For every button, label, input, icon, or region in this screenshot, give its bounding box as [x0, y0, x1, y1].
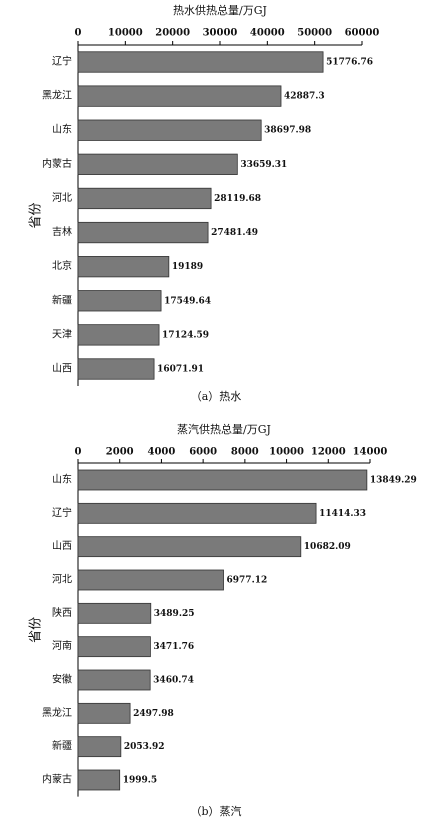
- x-tick-label: 6000: [189, 447, 217, 458]
- value-label: 3471.76: [153, 642, 194, 652]
- bar: [77, 502, 317, 524]
- bar: [77, 736, 122, 758]
- y-tick-label: 山东: [52, 123, 72, 136]
- y-tick-label: 辽宁: [52, 506, 72, 519]
- value-label: 33659.31: [240, 160, 287, 170]
- y-tick-label: 山西: [52, 540, 72, 552]
- y-tick-label: 黑龙江: [42, 89, 72, 102]
- y-axis-label: 省份: [29, 203, 44, 229]
- y-tick-label: 辽宁: [52, 55, 72, 68]
- bar: [77, 536, 302, 558]
- bar: [77, 636, 151, 658]
- bar: [77, 153, 238, 175]
- value-label: 42887.3: [284, 92, 325, 102]
- value-label: 2053.92: [124, 742, 165, 752]
- value-label: 28119.68: [214, 194, 261, 204]
- y-tick-label: 北京: [52, 259, 72, 272]
- value-label: 6977.12: [227, 576, 268, 586]
- x-tick-label: 14000: [353, 447, 388, 458]
- bar: [77, 187, 212, 210]
- x-tick-label: 12000: [311, 447, 346, 458]
- bar: [77, 669, 151, 691]
- y-axis-label: 省份: [29, 617, 44, 643]
- x-tick-label: 10000: [269, 447, 304, 458]
- y-tick-label: 陕西: [52, 606, 72, 619]
- bar: [77, 702, 131, 724]
- x-tick-label: 60000: [345, 28, 380, 39]
- value-label: 27481.49: [211, 228, 258, 238]
- bar: [77, 569, 224, 591]
- value-label: 1999.5: [123, 776, 157, 786]
- x-tick-label: 40000: [250, 28, 285, 39]
- x-tick-label: 8000: [231, 447, 259, 458]
- bar: [77, 119, 262, 141]
- y-tick-label: 河北: [52, 574, 72, 586]
- value-label: 19189: [172, 262, 203, 272]
- x-tick-label: 20000: [155, 28, 190, 39]
- bar: [77, 51, 324, 73]
- value-label: 3489.25: [154, 609, 195, 619]
- y-tick-label: 内蒙古: [42, 773, 72, 786]
- bar: [77, 469, 368, 491]
- value-label: 17124.59: [162, 330, 209, 340]
- x-tick-label: 50000: [297, 28, 332, 39]
- bar: [77, 221, 209, 244]
- bar: [77, 324, 160, 346]
- y-tick-label: 山东: [52, 473, 72, 486]
- y-tick-label: 河北: [52, 192, 72, 204]
- y-tick-label: 新疆: [52, 739, 72, 752]
- x-tick-label: 2000: [106, 447, 134, 458]
- x-tick-label: 0: [75, 28, 82, 39]
- bar: [77, 358, 155, 380]
- value-label: 10682.09: [304, 542, 351, 552]
- chart-title: 热水供热总量/万GJ: [173, 3, 267, 17]
- bar: [77, 85, 282, 107]
- y-tick-label: 黑龙江: [42, 706, 72, 719]
- bar: [77, 769, 121, 791]
- x-tick-label: 10000: [108, 28, 143, 39]
- value-label: 17549.64: [164, 296, 211, 306]
- y-tick-label: 内蒙古: [42, 157, 72, 170]
- value-label: 38697.98: [264, 126, 311, 136]
- y-tick-label: 河南: [52, 639, 72, 652]
- y-tick-label: 天津: [52, 328, 72, 340]
- value-label: 16071.91: [157, 365, 204, 375]
- y-tick-label: 安徽: [52, 673, 72, 686]
- bar: [77, 602, 152, 624]
- bar: [77, 290, 162, 312]
- caption: （b）蒸汽: [190, 804, 241, 818]
- bar: [77, 256, 170, 278]
- chart-title: 蒸汽供热总量/万GJ: [177, 422, 271, 436]
- value-label: 13849.29: [370, 476, 417, 486]
- y-tick-label: 山西: [52, 363, 72, 375]
- value-label: 51776.76: [326, 58, 373, 68]
- value-label: 2497.98: [133, 709, 174, 719]
- x-tick-label: 0: [75, 447, 82, 458]
- x-tick-label: 30000: [203, 28, 238, 39]
- y-tick-label: 新疆: [52, 293, 72, 306]
- y-tick-label: 吉林: [52, 225, 72, 238]
- value-label: 3460.74: [153, 676, 194, 686]
- caption: （a）热水: [191, 390, 242, 403]
- value-label: 11414.33: [319, 509, 366, 519]
- x-tick-label: 4000: [148, 447, 176, 458]
